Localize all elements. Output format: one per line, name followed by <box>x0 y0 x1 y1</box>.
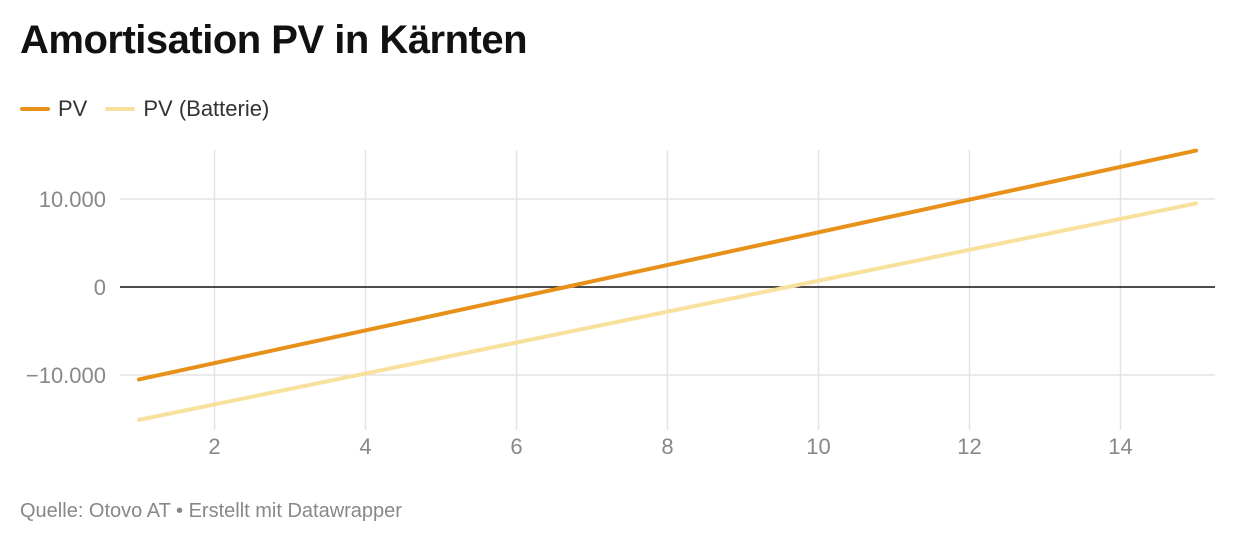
legend-label-pv-batterie: PV (Batterie) <box>143 96 270 121</box>
x-tick-label-2: 2 <box>208 434 220 459</box>
legend-item-pv: PV <box>20 96 87 122</box>
series-line-pv-batterie <box>137 201 1198 422</box>
y-tick-label-0: 10.000 <box>39 187 106 212</box>
x-tick-label-14: 14 <box>1108 434 1132 459</box>
legend: PV PV (Batterie) <box>20 96 287 122</box>
y-tick-label-2: −10.000 <box>26 363 106 388</box>
source-footer: Quelle: Otovo AT • Erstellt mit Datawrap… <box>20 500 402 522</box>
series-line-pv <box>137 148 1198 382</box>
y-tick-label-1: 0 <box>94 275 106 300</box>
x-tick-label-12: 12 <box>957 434 981 459</box>
x-tick-label-6: 6 <box>510 434 522 459</box>
legend-swatch-pv <box>20 107 50 111</box>
x-tick-label-4: 4 <box>359 434 371 459</box>
x-tick-label-10: 10 <box>806 434 830 459</box>
x-tick-label-8: 8 <box>661 434 673 459</box>
legend-swatch-pv-batterie <box>105 107 136 111</box>
legend-label-pv: PV <box>58 96 88 121</box>
line-chart: 2 4 6 8 10 12 14 10.000 0 −10.000 <box>26 148 1215 459</box>
chart-title: Amortisation PV in Kärnten <box>20 18 528 62</box>
legend-item-pv-batterie: PV (Batterie) <box>105 96 269 122</box>
